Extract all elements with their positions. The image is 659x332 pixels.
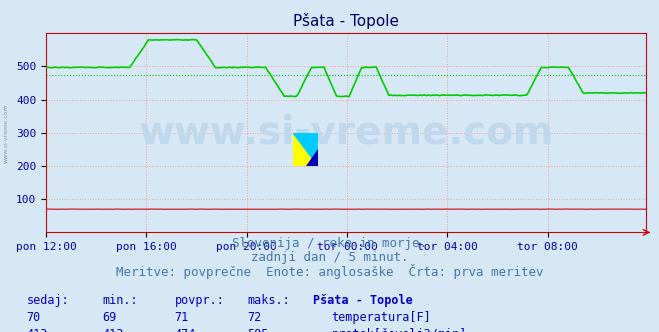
Text: povpr.:: povpr.: [175, 294, 225, 307]
Polygon shape [293, 133, 318, 166]
Text: Slovenija / reke in morje.: Slovenija / reke in morje. [232, 237, 427, 250]
Text: Pšata - Topole: Pšata - Topole [313, 294, 413, 307]
Text: zadnji dan / 5 minut.: zadnji dan / 5 minut. [251, 251, 408, 264]
Text: 70: 70 [26, 311, 41, 324]
Text: maks.:: maks.: [247, 294, 290, 307]
Text: temperatura[F]: temperatura[F] [331, 311, 431, 324]
Text: www.si-vreme.com: www.si-vreme.com [138, 114, 554, 152]
Text: 71: 71 [175, 311, 189, 324]
Polygon shape [293, 133, 318, 166]
Text: 69: 69 [102, 311, 117, 324]
Text: www.si-vreme.com: www.si-vreme.com [3, 103, 9, 163]
Text: sedaj:: sedaj: [26, 294, 69, 307]
Text: 474: 474 [175, 328, 196, 332]
Text: 585: 585 [247, 328, 268, 332]
Polygon shape [306, 149, 318, 166]
Text: 413: 413 [26, 328, 47, 332]
Text: min.:: min.: [102, 294, 138, 307]
Text: pretok[čevelj3/min]: pretok[čevelj3/min] [331, 328, 467, 332]
Text: 72: 72 [247, 311, 262, 324]
Title: Pšata - Topole: Pšata - Topole [293, 13, 399, 29]
Text: 413: 413 [102, 328, 123, 332]
Text: Meritve: povprečne  Enote: anglosaške  Črta: prva meritev: Meritve: povprečne Enote: anglosaške Črt… [116, 264, 543, 279]
